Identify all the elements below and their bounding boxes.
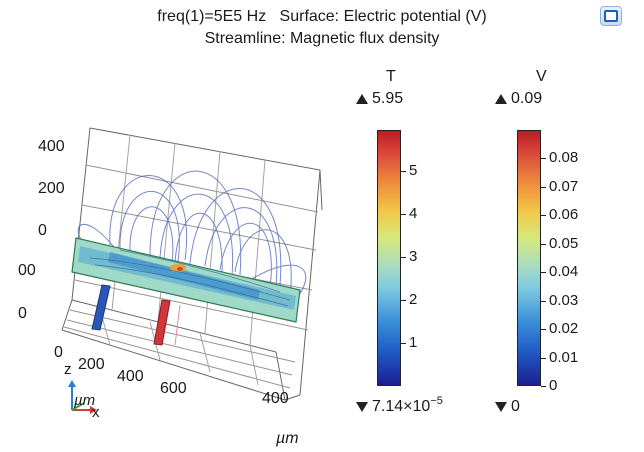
unit-label-small: µm bbox=[74, 392, 96, 409]
window-icon[interactable] bbox=[600, 6, 622, 26]
legend-flux-max: 5.95 bbox=[356, 90, 403, 108]
axis-label: 400 bbox=[38, 138, 65, 155]
axis-label: 0 bbox=[38, 222, 47, 239]
triangle-down-icon bbox=[495, 401, 507, 412]
colorbar-tick-label: 3 bbox=[409, 248, 418, 265]
colorbar-tick-label: 0.08 bbox=[549, 149, 579, 166]
colorbar-tick-label: 1 bbox=[409, 334, 418, 351]
legend-potential-min: 0 bbox=[495, 398, 520, 416]
legend-flux-min: 7.14×10−5 bbox=[356, 395, 443, 416]
colorbar-tick-label: 0.03 bbox=[549, 292, 579, 309]
colorbar-tick bbox=[401, 214, 406, 215]
colorbar-tick-label: 2 bbox=[409, 291, 418, 308]
colorbar-tick-label: 5 bbox=[409, 162, 418, 179]
colorbar-tick bbox=[541, 386, 546, 387]
colorbar-tick bbox=[541, 158, 546, 159]
axis-label: 200 bbox=[38, 180, 65, 197]
triad-z-label: z bbox=[64, 361, 72, 378]
colorbar-tick-label: 0.06 bbox=[549, 206, 579, 223]
colorbar-tick bbox=[541, 358, 546, 359]
colorbar-potential bbox=[517, 130, 541, 386]
axis-label: 400 bbox=[117, 368, 144, 385]
colorbar-tick bbox=[541, 244, 546, 245]
axis-label: 0 bbox=[54, 344, 63, 361]
colorbar-tick bbox=[401, 257, 406, 258]
colorbar-tick bbox=[541, 272, 546, 273]
bounding-box-wireframe bbox=[61, 127, 323, 401]
magnetic-streamlines bbox=[77, 170, 307, 301]
legend-potential-max: 0.09 bbox=[495, 90, 542, 108]
pin-red bbox=[153, 299, 171, 346]
legend-potential-unit: V bbox=[536, 68, 547, 85]
pin-blue bbox=[91, 284, 111, 331]
plot-title: freq(1)=5E5 Hz Surface: Electric potenti… bbox=[157, 8, 487, 25]
plot-subtitle: Streamline: Magnetic flux density bbox=[204, 30, 440, 47]
colorbar-flux bbox=[377, 130, 401, 386]
colorbar-tick-label: 0.05 bbox=[549, 235, 579, 252]
triangle-up-icon bbox=[356, 93, 368, 104]
colorbar-tick bbox=[541, 187, 546, 188]
window-icon-inner bbox=[604, 10, 618, 22]
colorbar-tick bbox=[541, 301, 546, 302]
colorbar-tick bbox=[541, 329, 546, 330]
colorbar-tick-label: 0.04 bbox=[549, 263, 579, 280]
colorbar-tick-label: 0 bbox=[549, 377, 558, 394]
axis-label: 600 bbox=[160, 380, 187, 397]
colorbar-tick-label: 0.02 bbox=[549, 320, 579, 337]
axis-triad-icon bbox=[68, 380, 97, 414]
colorbar-tick bbox=[401, 343, 406, 344]
triad-x-label: x bbox=[92, 404, 100, 421]
triangle-up-icon bbox=[495, 93, 507, 104]
colorbar-tick bbox=[541, 215, 546, 216]
axis-label: 200 bbox=[78, 356, 105, 373]
axis-label: 0 bbox=[18, 305, 27, 322]
colorbar-tick-label: 0.07 bbox=[549, 178, 579, 195]
axis-label: 00 bbox=[18, 262, 36, 279]
colorbar-tick bbox=[401, 300, 406, 301]
colorbar-tick-label: 0.01 bbox=[549, 349, 579, 366]
triangle-down-icon bbox=[356, 401, 368, 412]
legend-flux-unit: T bbox=[386, 68, 396, 85]
colorbar-tick-label: 4 bbox=[409, 205, 418, 222]
axis-label: 400 bbox=[262, 390, 289, 407]
colorbar-tick bbox=[401, 171, 406, 172]
unit-label: µm bbox=[276, 430, 299, 447]
plate-surface bbox=[71, 237, 301, 323]
